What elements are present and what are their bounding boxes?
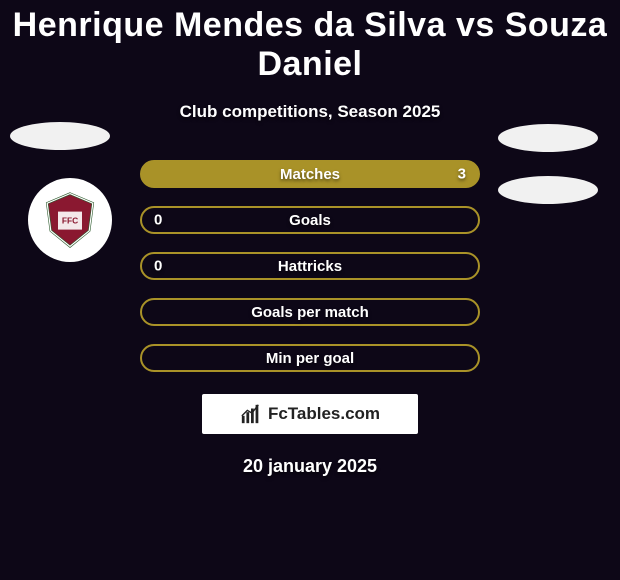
stat-left-value: 0 (154, 258, 162, 275)
comparison-title: Henrique Mendes da Silva vs Souza Daniel (0, 0, 620, 84)
player-right-placeholder-2 (498, 176, 598, 204)
stat-label: Matches (280, 166, 340, 183)
snapshot-date: 20 january 2025 (0, 456, 620, 477)
stat-row: Goals per match (140, 298, 480, 326)
comparison-subtitle: Club competitions, Season 2025 (0, 102, 620, 122)
stat-label: Goals per match (251, 304, 369, 321)
stat-row: Goals 0 (140, 206, 480, 234)
svg-text:FFC: FFC (62, 216, 78, 226)
stat-label: Min per goal (266, 350, 354, 367)
club-shield-icon: FFC (40, 190, 100, 250)
stat-label: Goals (289, 212, 331, 229)
bar-chart-icon (240, 403, 262, 425)
stat-row: Matches 3 (140, 160, 480, 188)
stat-row: Min per goal (140, 344, 480, 372)
club-badge: FFC (28, 178, 112, 262)
stat-row: Hattricks 0 (140, 252, 480, 280)
stat-right-value: 3 (458, 166, 466, 183)
stat-label: Hattricks (278, 258, 342, 275)
player-left-placeholder (10, 122, 110, 150)
player-right-placeholder-1 (498, 124, 598, 152)
stat-left-value: 0 (154, 212, 162, 229)
stats-list: Matches 3 Goals 0 Hattricks 0 Goals per match M… (140, 160, 480, 372)
attribution-text: FcTables.com (268, 404, 380, 424)
attribution-badge: FcTables.com (202, 394, 418, 434)
